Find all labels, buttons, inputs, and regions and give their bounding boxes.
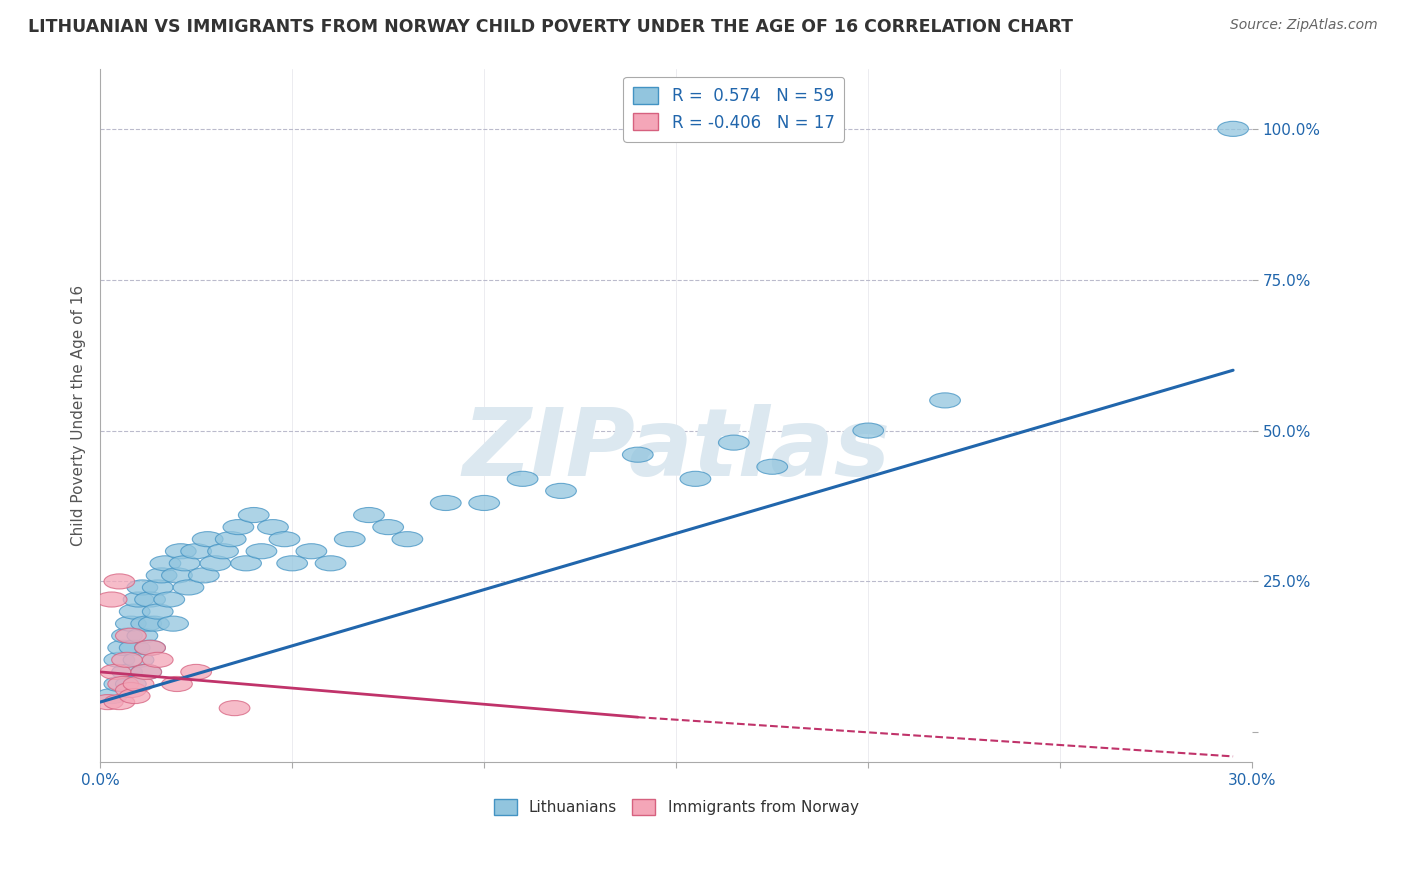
- Ellipse shape: [257, 519, 288, 534]
- Ellipse shape: [104, 676, 135, 691]
- Ellipse shape: [169, 556, 200, 571]
- Ellipse shape: [335, 532, 366, 547]
- Ellipse shape: [718, 435, 749, 450]
- Ellipse shape: [181, 544, 211, 558]
- Ellipse shape: [173, 580, 204, 595]
- Text: Source: ZipAtlas.com: Source: ZipAtlas.com: [1230, 18, 1378, 32]
- Text: ZIPatlas: ZIPatlas: [463, 404, 890, 496]
- Ellipse shape: [127, 580, 157, 595]
- Ellipse shape: [124, 676, 153, 691]
- Ellipse shape: [546, 483, 576, 499]
- Ellipse shape: [111, 665, 142, 680]
- Ellipse shape: [96, 592, 127, 607]
- Ellipse shape: [215, 532, 246, 547]
- Ellipse shape: [200, 556, 231, 571]
- Ellipse shape: [1218, 121, 1249, 136]
- Ellipse shape: [353, 508, 384, 523]
- Ellipse shape: [120, 689, 150, 704]
- Ellipse shape: [108, 640, 139, 656]
- Ellipse shape: [623, 447, 654, 462]
- Ellipse shape: [124, 592, 153, 607]
- Ellipse shape: [231, 556, 262, 571]
- Ellipse shape: [246, 544, 277, 558]
- Ellipse shape: [239, 508, 269, 523]
- Legend: Lithuanians, Immigrants from Norway: Lithuanians, Immigrants from Norway: [485, 790, 868, 824]
- Ellipse shape: [111, 628, 142, 643]
- Ellipse shape: [162, 676, 193, 691]
- Ellipse shape: [224, 519, 253, 534]
- Ellipse shape: [208, 544, 239, 558]
- Ellipse shape: [181, 665, 211, 680]
- Ellipse shape: [166, 544, 197, 558]
- Ellipse shape: [269, 532, 299, 547]
- Ellipse shape: [508, 471, 538, 486]
- Ellipse shape: [373, 519, 404, 534]
- Ellipse shape: [104, 574, 135, 589]
- Ellipse shape: [135, 592, 166, 607]
- Ellipse shape: [115, 676, 146, 691]
- Text: LITHUANIAN VS IMMIGRANTS FROM NORWAY CHILD POVERTY UNDER THE AGE OF 16 CORRELATI: LITHUANIAN VS IMMIGRANTS FROM NORWAY CHI…: [28, 18, 1073, 36]
- Ellipse shape: [124, 652, 153, 667]
- Ellipse shape: [315, 556, 346, 571]
- Ellipse shape: [150, 556, 181, 571]
- Ellipse shape: [111, 652, 142, 667]
- Ellipse shape: [162, 568, 193, 583]
- Ellipse shape: [131, 665, 162, 680]
- Ellipse shape: [96, 689, 127, 704]
- Ellipse shape: [157, 616, 188, 632]
- Ellipse shape: [142, 580, 173, 595]
- Ellipse shape: [115, 616, 146, 632]
- Ellipse shape: [108, 676, 139, 691]
- Ellipse shape: [468, 495, 499, 510]
- Ellipse shape: [277, 556, 308, 571]
- Ellipse shape: [193, 532, 224, 547]
- Ellipse shape: [131, 616, 162, 632]
- Ellipse shape: [929, 392, 960, 408]
- Ellipse shape: [115, 682, 146, 698]
- Ellipse shape: [127, 628, 157, 643]
- Ellipse shape: [131, 665, 162, 680]
- Ellipse shape: [120, 640, 150, 656]
- Ellipse shape: [188, 568, 219, 583]
- Ellipse shape: [100, 665, 131, 680]
- Ellipse shape: [297, 544, 326, 558]
- Ellipse shape: [135, 640, 166, 656]
- Ellipse shape: [430, 495, 461, 510]
- Ellipse shape: [146, 568, 177, 583]
- Y-axis label: Child Poverty Under the Age of 16: Child Poverty Under the Age of 16: [72, 285, 86, 546]
- Ellipse shape: [115, 628, 146, 643]
- Ellipse shape: [756, 459, 787, 475]
- Ellipse shape: [219, 700, 250, 715]
- Ellipse shape: [120, 604, 150, 619]
- Ellipse shape: [139, 616, 169, 632]
- Ellipse shape: [853, 423, 883, 438]
- Ellipse shape: [142, 652, 173, 667]
- Ellipse shape: [142, 604, 173, 619]
- Ellipse shape: [104, 652, 135, 667]
- Ellipse shape: [135, 640, 166, 656]
- Ellipse shape: [104, 695, 135, 710]
- Ellipse shape: [392, 532, 423, 547]
- Ellipse shape: [93, 695, 124, 710]
- Ellipse shape: [153, 592, 184, 607]
- Ellipse shape: [681, 471, 711, 486]
